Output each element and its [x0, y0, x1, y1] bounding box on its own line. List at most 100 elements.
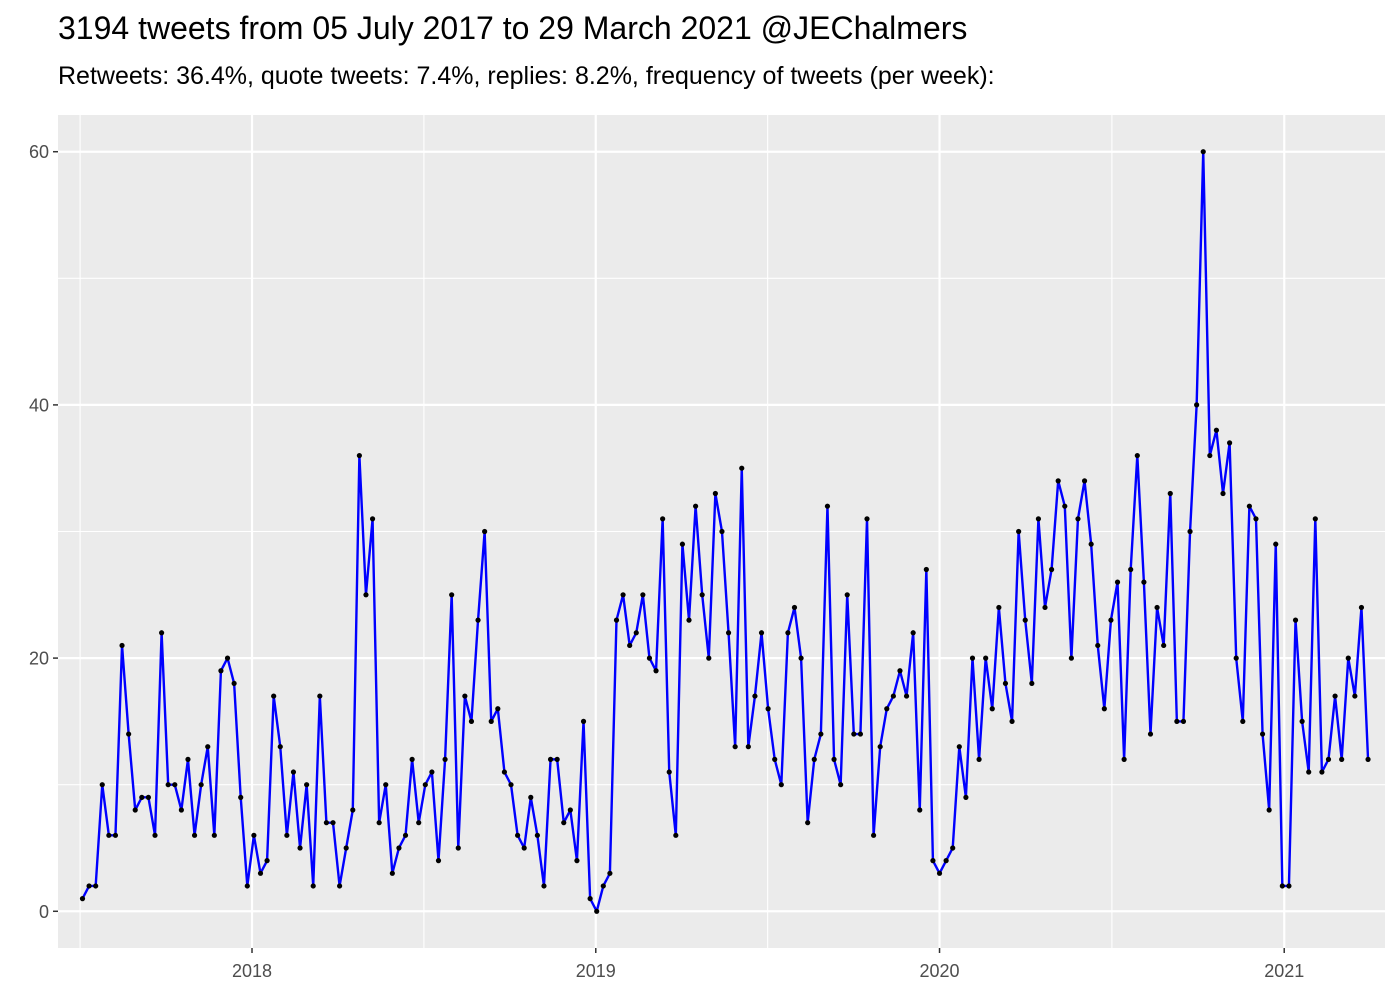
data-point — [1319, 769, 1325, 775]
data-point — [1306, 769, 1312, 775]
data-point — [719, 528, 725, 535]
data-point — [1207, 452, 1213, 459]
data-point — [501, 769, 508, 775]
data-point — [844, 592, 850, 598]
data-point — [739, 465, 745, 471]
data-point — [864, 516, 870, 522]
data-point — [936, 870, 943, 876]
data-point — [1161, 642, 1167, 649]
data-point — [983, 655, 989, 661]
y-tick-label: 20 — [29, 649, 49, 669]
data-point — [462, 693, 468, 699]
data-point — [989, 706, 995, 712]
data-point — [666, 769, 672, 775]
data-point — [1095, 642, 1101, 649]
data-point — [257, 870, 264, 876]
data-point — [613, 617, 620, 623]
data-point — [106, 832, 112, 838]
data-point — [805, 820, 811, 826]
data-point — [1009, 718, 1015, 724]
data-point — [877, 744, 883, 750]
data-point — [376, 820, 382, 826]
y-tick-label: 40 — [29, 395, 49, 415]
axes-layer: 0 20 40 60 2018 2019 2020 2021 — [29, 142, 1304, 981]
data-point — [1358, 604, 1365, 611]
data-point — [389, 870, 395, 876]
data-point — [1220, 490, 1226, 497]
data-point — [1253, 516, 1259, 522]
data-point — [521, 845, 527, 851]
data-point — [152, 832, 158, 838]
data-point — [640, 592, 646, 598]
data-point — [1167, 490, 1173, 497]
data-point — [976, 756, 982, 762]
data-point — [1174, 718, 1180, 724]
data-point — [1062, 503, 1068, 509]
data-point — [1299, 718, 1305, 724]
data-point — [402, 832, 409, 838]
x-tick-label: 2021 — [1264, 961, 1304, 981]
data-point — [1035, 516, 1042, 522]
data-point — [350, 807, 356, 813]
data-point — [996, 604, 1002, 611]
data-point — [1128, 566, 1134, 573]
data-point — [871, 832, 877, 838]
data-point — [791, 604, 798, 611]
data-point — [139, 794, 145, 800]
y-tick-label: 60 — [29, 142, 49, 162]
data-point — [271, 693, 277, 699]
data-point — [706, 655, 712, 661]
data-point — [1154, 604, 1160, 611]
data-point — [304, 782, 310, 788]
data-point — [488, 718, 494, 724]
data-point — [633, 630, 639, 636]
data-point — [1339, 756, 1345, 762]
data-point — [337, 883, 343, 889]
data-point — [798, 655, 804, 661]
data-point — [1365, 756, 1371, 762]
data-point — [1068, 655, 1074, 661]
data-point — [857, 731, 864, 737]
data-point — [383, 782, 389, 788]
data-point — [1273, 541, 1279, 547]
data-point — [1042, 604, 1048, 611]
data-point — [838, 782, 844, 788]
data-point — [772, 756, 778, 762]
data-point — [330, 820, 336, 826]
data-point — [1088, 541, 1094, 547]
data-point — [468, 718, 475, 724]
data-point — [758, 630, 765, 636]
data-point — [903, 693, 910, 699]
data-point — [1029, 680, 1035, 687]
data-point — [363, 592, 369, 598]
chart-subtitle: Retweets: 36.4%, quote tweets: 7.4%, rep… — [58, 62, 995, 90]
data-point — [86, 883, 92, 889]
data-point — [567, 807, 573, 813]
data-point — [693, 503, 699, 509]
data-point — [824, 503, 831, 509]
data-point — [660, 516, 666, 522]
data-point — [1002, 680, 1009, 687]
data-point — [1187, 528, 1193, 535]
data-point — [178, 807, 184, 813]
data-point — [495, 706, 501, 712]
data-point — [785, 630, 791, 636]
data-point — [1233, 655, 1239, 661]
data-point — [1134, 452, 1140, 459]
data-point — [244, 883, 250, 889]
data-point — [416, 820, 422, 826]
data-point — [580, 718, 587, 724]
data-point — [653, 668, 659, 674]
data-point — [541, 883, 547, 889]
data-point — [745, 744, 751, 750]
data-point — [515, 832, 521, 838]
data-point — [943, 858, 949, 864]
data-point — [409, 756, 415, 762]
chart-title: 3194 tweets from 05 July 2017 to 29 Marc… — [58, 10, 968, 46]
y-tick-label: 0 — [39, 902, 49, 922]
data-point — [126, 731, 132, 737]
data-point — [290, 769, 297, 775]
data-point — [475, 617, 481, 623]
data-point — [1292, 617, 1299, 623]
